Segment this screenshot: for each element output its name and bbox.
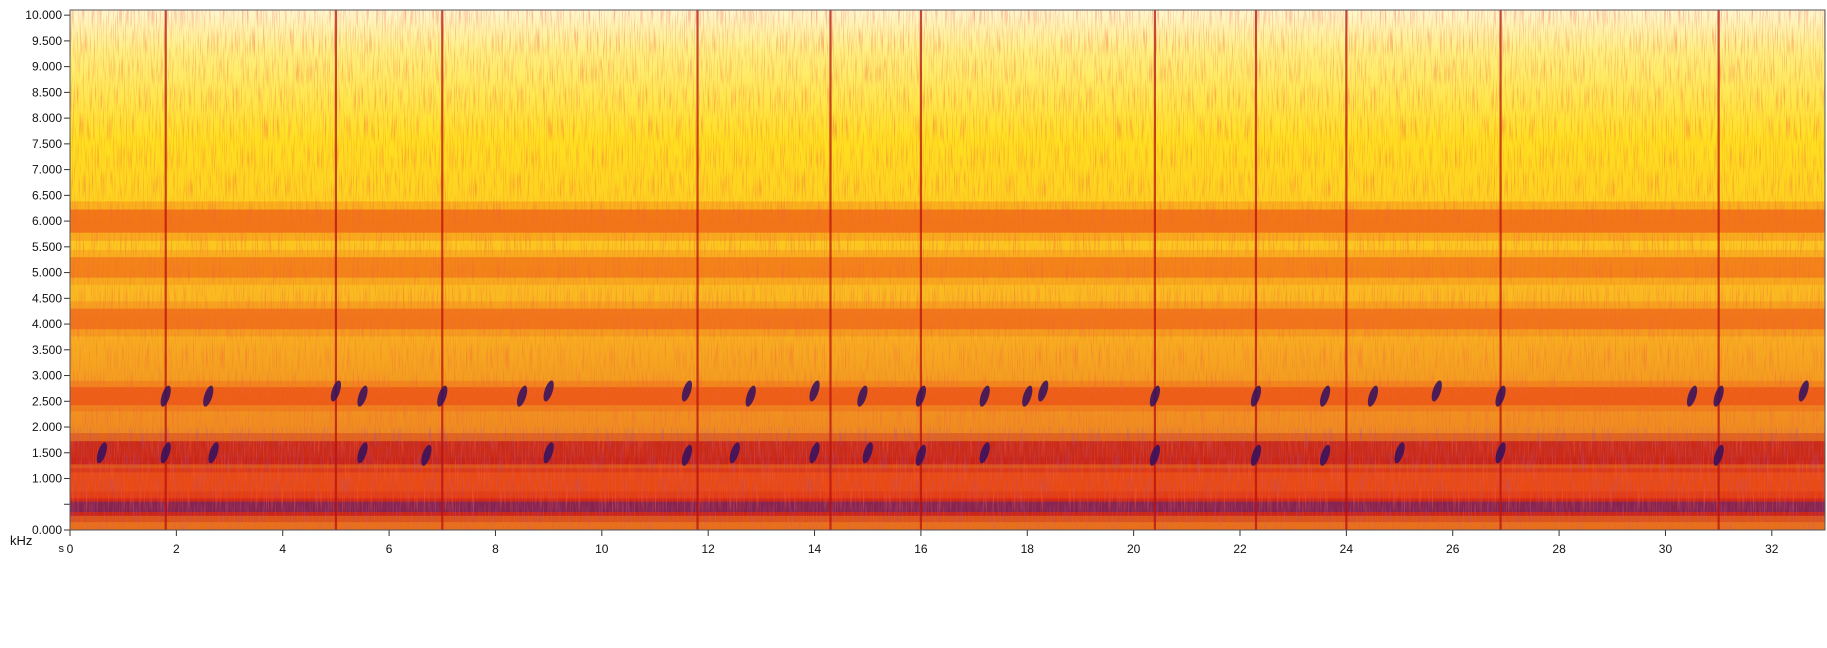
y-tick-label: 4.000: [32, 317, 62, 331]
call-event: [1038, 380, 1049, 402]
call-event: [681, 380, 693, 402]
y-tick-label: 3.500: [32, 343, 62, 357]
call-event: [421, 444, 432, 466]
y-tick-label: 1.500: [32, 446, 62, 460]
y-axis: 0.000 1.000 1.500 2.000 2.500 3.000 3.500 4.000…: [25, 8, 70, 537]
y-tick-label: 7.500: [32, 137, 62, 151]
call-event: [1250, 444, 1262, 466]
call-event: [1713, 385, 1724, 407]
x-tick-label: 16: [914, 542, 928, 556]
call-event: [979, 385, 990, 407]
call-event: [681, 444, 693, 466]
x-tick-label: 26: [1446, 542, 1460, 556]
y-tick-label: 10.000: [25, 8, 62, 22]
call-event: [1713, 444, 1724, 466]
y-tick-label: 0.000: [32, 523, 62, 537]
call-event: [862, 442, 873, 464]
y-tick-label: 5.500: [32, 240, 62, 254]
y-tick-label: 6.500: [32, 188, 62, 202]
y-axis-label: kHz: [10, 533, 32, 548]
call-event: [437, 385, 448, 407]
call-event: [543, 380, 554, 402]
call-event: [160, 385, 171, 407]
x-tick-label: 22: [1233, 542, 1247, 556]
call-event: [1367, 385, 1379, 407]
call-event: [357, 442, 368, 464]
x-tick-label: 20: [1127, 542, 1141, 556]
x-tick-label: 18: [1021, 542, 1035, 556]
call-event: [96, 442, 108, 464]
y-tick-label: 5.000: [32, 266, 62, 280]
x-tick-label: 4: [279, 542, 286, 556]
plot-frame: [69, 9, 1826, 531]
call-event: [1022, 385, 1033, 407]
call-event: [745, 385, 756, 407]
call-event: [543, 442, 554, 464]
call-event: [516, 385, 528, 407]
call-event: [809, 442, 820, 464]
y-tick-label: 8.500: [32, 85, 62, 99]
y-tick-label: 8.000: [32, 111, 62, 125]
call-event: [1431, 380, 1442, 402]
call-event: [809, 380, 820, 402]
x-tick-label: 14: [808, 542, 822, 556]
call-event: [729, 442, 740, 464]
call-event: [203, 385, 214, 407]
y-tick-label: 3.000: [32, 369, 62, 383]
y-tick-label: 2.500: [32, 394, 62, 408]
x-axis-unit-label: s: [59, 543, 65, 555]
plot-area: [70, 10, 1825, 530]
call-event: [1495, 442, 1506, 464]
x-tick-label: 10: [595, 542, 609, 556]
y-tick-label: 7.000: [32, 163, 62, 177]
call-event: [857, 385, 868, 407]
x-tick-label: 28: [1552, 542, 1566, 556]
call-event: [1149, 444, 1161, 466]
call-event: [1250, 385, 1262, 407]
y-tick-label: 2.000: [32, 420, 62, 434]
x-tick-label: 2: [173, 542, 180, 556]
low-frequency-noise: [70, 427, 1825, 530]
y-tick-label: 4.500: [32, 291, 62, 305]
call-event: [1686, 385, 1698, 407]
x-tick-label: 24: [1340, 542, 1354, 556]
y-tick-label: 9.500: [32, 34, 62, 48]
call-event: [979, 442, 990, 464]
call-event: [1495, 385, 1506, 407]
y-tick-label: 6.000: [32, 214, 62, 228]
call-event: [1798, 380, 1809, 402]
call-events: [96, 380, 1809, 466]
y-tick-label: 1.000: [32, 472, 62, 486]
call-event: [1394, 442, 1405, 464]
x-tick-label: 0: [67, 542, 74, 556]
x-tick-label: 6: [386, 542, 393, 556]
x-tick-label: 30: [1659, 542, 1673, 556]
x-tick-label: 32: [1765, 542, 1779, 556]
x-axis: 0 2 4 6 8 10 12 14 16 18 20 22 24 26 28 30 32: [67, 530, 1779, 556]
call-event: [915, 444, 927, 466]
x-tick-label: 8: [492, 542, 499, 556]
call-event: [160, 442, 171, 464]
call-event: [330, 380, 342, 402]
call-event: [1319, 385, 1331, 407]
transient-lines: [164, 10, 1720, 530]
x-tick-label: 12: [702, 542, 716, 556]
call-event: [1149, 385, 1161, 407]
call-event: [357, 385, 368, 407]
call-event: [208, 442, 219, 464]
call-event: [915, 385, 927, 407]
y-tick-label: 9.000: [32, 60, 62, 74]
call-event: [1319, 444, 1331, 466]
